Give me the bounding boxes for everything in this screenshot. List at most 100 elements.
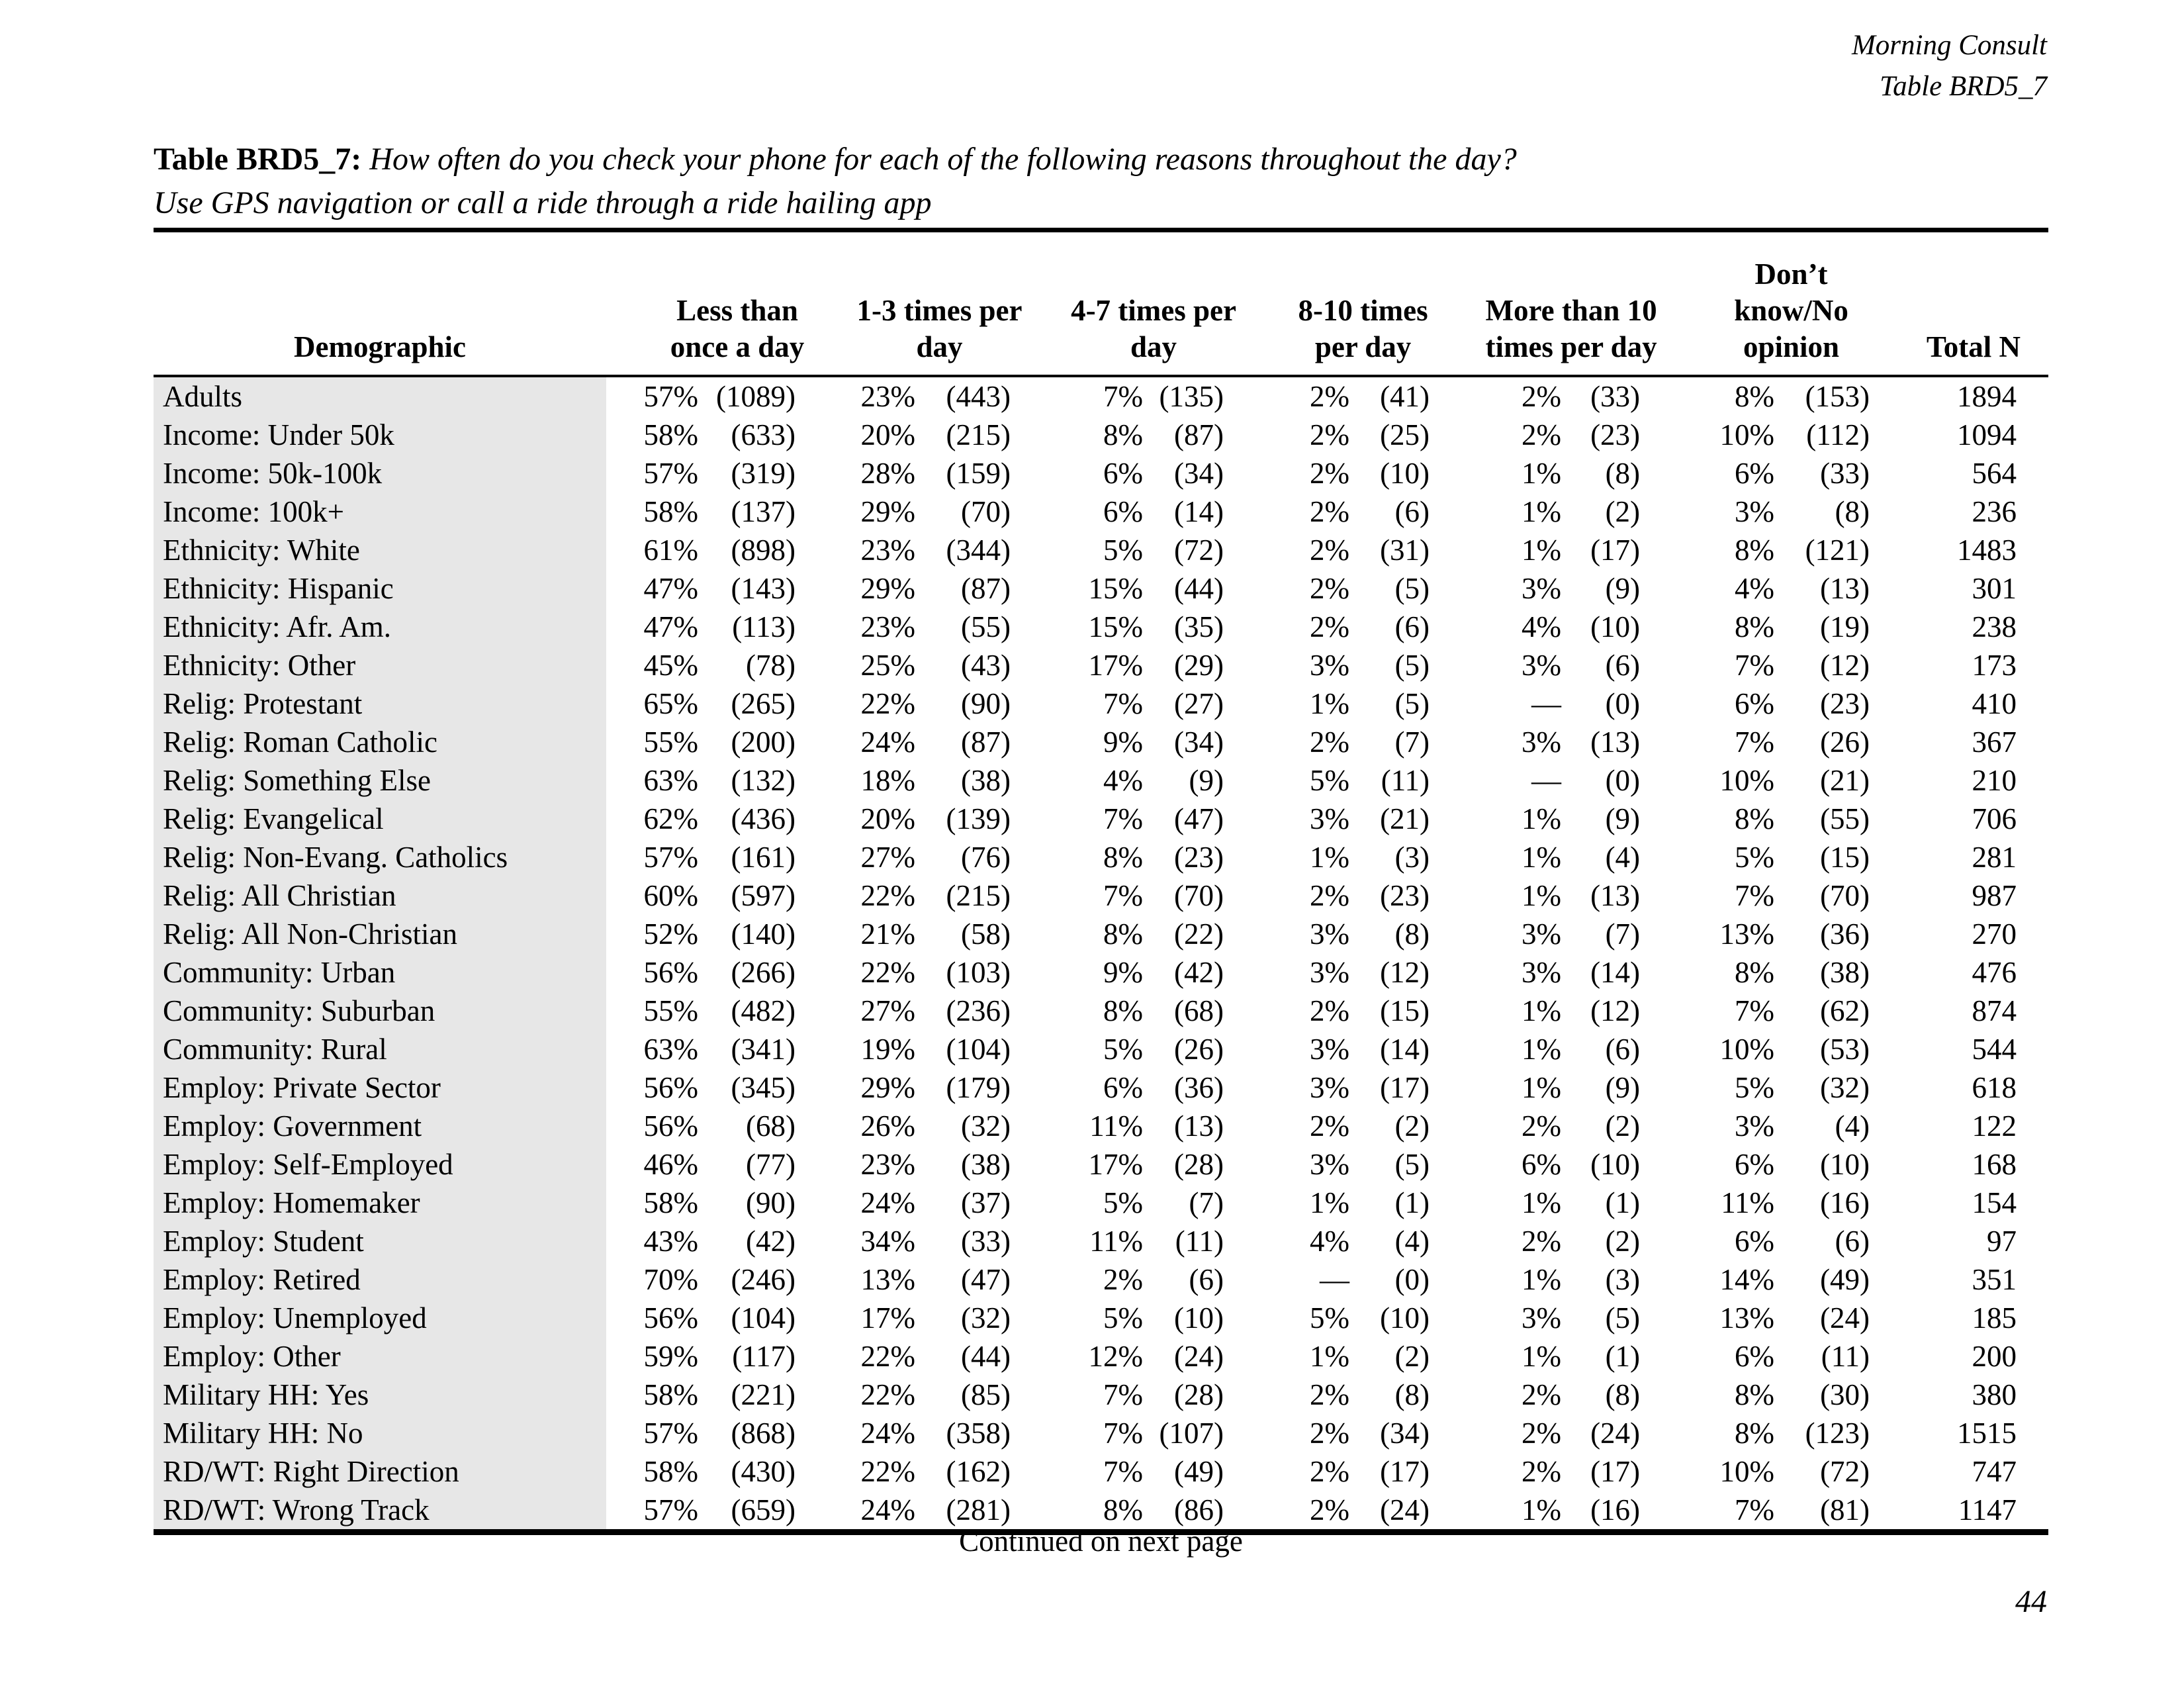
- cell-percent: 65%: [643, 687, 699, 720]
- cell-total-n: 1894: [1957, 380, 2017, 413]
- table-header: Demographic Less than once a day 1-3 tim…: [154, 230, 2049, 377]
- cell-percent: 3%: [1522, 726, 1562, 759]
- cell-percent: 22%: [860, 1340, 916, 1373]
- cell-count: (9): [1605, 1071, 1641, 1104]
- cell-percent: 7%: [1103, 380, 1144, 413]
- row-label: Employ: Government: [154, 1107, 606, 1145]
- cell-percent: 29%: [860, 1071, 916, 1104]
- column-header-8-10-times: 8-10 times per day: [1260, 230, 1467, 377]
- cell-percent: 3%: [1310, 1148, 1350, 1181]
- cell-count: (6): [1605, 649, 1641, 682]
- cell-percent: 1%: [1522, 1340, 1562, 1373]
- cell-percent: 2%: [1522, 1455, 1562, 1488]
- cell-count: (5): [1605, 1301, 1641, 1335]
- cell-percent: 7%: [1103, 802, 1144, 835]
- cell-count: (32): [961, 1109, 1011, 1143]
- table-row: Relig: Protestant 65% (265) 22% (90) 7% (27) 1%…: [154, 684, 2048, 723]
- row-label: Relig: Protestant: [154, 684, 606, 723]
- table-row: Ethnicity: Hispanic 47% (143) 29% (87) 15% (44…: [154, 569, 2048, 608]
- cell-count: (1089): [716, 380, 796, 413]
- cell-count: (6): [1835, 1225, 1870, 1258]
- cell-percent: 58%: [643, 418, 699, 451]
- cell-count: (597): [731, 879, 796, 912]
- cell-count: (44): [961, 1340, 1011, 1373]
- title-spacer: [361, 142, 369, 177]
- cell-total-n: 122: [1972, 1109, 2017, 1143]
- cell-percent: 2%: [1310, 994, 1350, 1027]
- row-label: Employ: Homemaker: [154, 1184, 606, 1222]
- cell-percent: 1%: [1522, 457, 1562, 490]
- cell-count: (13): [1590, 726, 1641, 759]
- cell-percent: 5%: [1103, 1186, 1144, 1219]
- cell-count: (0): [1605, 687, 1641, 720]
- cell-count: (25): [1380, 418, 1430, 451]
- cell-percent: 2%: [1310, 610, 1350, 643]
- cell-percent: 7%: [1103, 1378, 1144, 1411]
- row-label: Employ: Retired: [154, 1260, 606, 1299]
- cell-percent: 3%: [1310, 802, 1350, 835]
- table-row: Employ: Other 59% (117) 22% (44) 12% (24) 1% (2)…: [154, 1337, 2048, 1376]
- table-row: Relig: All Christian 60% (597) 22% (215) 7% (7…: [154, 876, 2048, 915]
- cell-count: (17): [1380, 1071, 1430, 1104]
- cell-count: (123): [1805, 1417, 1870, 1450]
- cell-percent: 7%: [1103, 687, 1144, 720]
- row-label: Relig: All Christian: [154, 876, 606, 915]
- cell-percent: 47%: [643, 572, 699, 605]
- cell-count: (7): [1394, 726, 1430, 759]
- cell-count: (11): [1821, 1340, 1870, 1373]
- cell-count: (2): [1605, 1225, 1641, 1258]
- column-header-more-than-10: More than 10 times per day: [1466, 230, 1677, 377]
- cell-percent: 4%: [1522, 610, 1562, 643]
- cell-count: (34): [1174, 726, 1224, 759]
- cell-percent: 6%: [1735, 1225, 1775, 1258]
- table-row: Relig: Something Else 63% (132) 18% (38) 4% (9…: [154, 761, 2048, 800]
- cell-count: (19): [1820, 610, 1870, 643]
- cell-count: (16): [1590, 1493, 1641, 1526]
- cell-percent: 10%: [1719, 1455, 1775, 1488]
- cell-count: (898): [731, 534, 796, 567]
- cell-count: (72): [1820, 1455, 1870, 1488]
- cell-count: (221): [731, 1378, 796, 1411]
- cell-percent: 12%: [1088, 1340, 1144, 1373]
- cell-count: (10): [1380, 1301, 1430, 1335]
- cell-percent: 1%: [1310, 1186, 1350, 1219]
- cell-count: (436): [731, 802, 796, 835]
- cell-total-n: 618: [1972, 1071, 2017, 1104]
- cell-count: (58): [961, 917, 1011, 951]
- cell-percent: 70%: [643, 1263, 699, 1296]
- cell-count: (28): [1174, 1148, 1224, 1181]
- cell-total-n: 747: [1972, 1455, 2017, 1488]
- cell-total-n: 154: [1972, 1186, 2017, 1219]
- cell-percent: 7%: [1735, 649, 1775, 682]
- table-row: Employ: Self-Employed 46% (77) 23% (38) 17% (2…: [154, 1145, 2048, 1184]
- row-label: Employ: Student: [154, 1222, 606, 1260]
- cell-percent: 29%: [860, 495, 916, 528]
- cell-count: (9): [1189, 764, 1224, 797]
- cell-count: (344): [946, 534, 1011, 567]
- cell-total-n: 1515: [1957, 1417, 2017, 1450]
- cell-count: (104): [731, 1301, 796, 1335]
- cell-count: (16): [1820, 1186, 1870, 1219]
- cell-count: (159): [946, 457, 1011, 490]
- cell-percent: 46%: [643, 1148, 699, 1181]
- cell-percent: 22%: [860, 879, 916, 912]
- cell-count: (34): [1174, 457, 1224, 490]
- table-row: RD/WT: Right Direction 58% (430) 22% (162) 7%…: [154, 1452, 2048, 1491]
- cell-count: (162): [946, 1455, 1011, 1488]
- cell-percent: 23%: [860, 610, 916, 643]
- cell-percent: 11%: [1089, 1225, 1144, 1258]
- cell-count: (8): [1605, 457, 1641, 490]
- cell-percent: 8%: [1735, 534, 1775, 567]
- cell-percent: 17%: [1088, 1148, 1144, 1181]
- row-label: RD/WT: Wrong Track: [154, 1491, 606, 1532]
- cell-percent: 8%: [1735, 610, 1775, 643]
- cell-count: (6): [1605, 1033, 1641, 1066]
- cell-count: (36): [1820, 917, 1870, 951]
- cell-count: (200): [731, 726, 796, 759]
- cell-percent: 6%: [1735, 1340, 1775, 1373]
- column-header-1-3-times: 1-3 times per day: [832, 230, 1048, 377]
- table-row: Relig: Evangelical 62% (436) 20% (139) 7% (47)…: [154, 800, 2048, 838]
- row-label: Relig: All Non-Christian: [154, 915, 606, 953]
- cell-count: (319): [731, 457, 796, 490]
- cell-percent: 2%: [1522, 1378, 1562, 1411]
